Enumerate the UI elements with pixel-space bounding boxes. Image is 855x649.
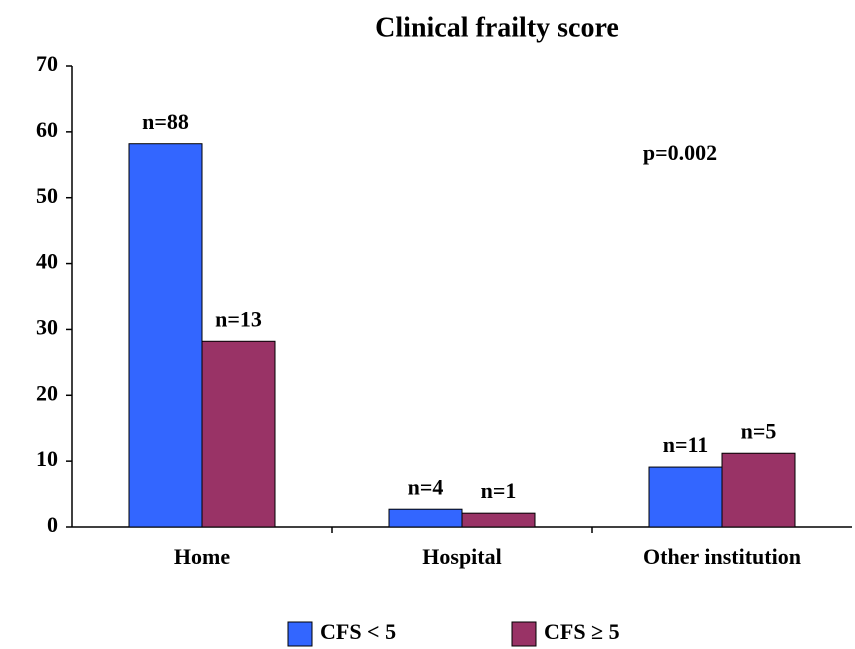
y-tick-label: 20: [36, 380, 58, 405]
bar: [721, 452, 796, 528]
bar: [388, 508, 463, 528]
n-label: n=5: [741, 418, 777, 443]
y-tick-label: 30: [36, 314, 58, 339]
bar: [128, 143, 203, 528]
n-label: n=88: [142, 109, 189, 134]
y-tick-label: 0: [47, 512, 58, 537]
x-tick-label: Hospital: [422, 544, 501, 569]
y-tick-label: 40: [36, 249, 58, 274]
chart-title: Clinical frailty score: [375, 12, 619, 43]
y-tick-label: 70: [36, 51, 58, 76]
legend-label: CFS ≥ 5: [544, 619, 620, 644]
x-tick-label: Other institution: [643, 544, 801, 569]
y-tick-label: 10: [36, 446, 58, 471]
legend-swatch: [511, 621, 537, 647]
bar: [648, 466, 723, 528]
y-tick-label: 60: [36, 117, 58, 142]
legend-label: CFS < 5: [320, 619, 396, 644]
x-tick-label: Home: [174, 544, 230, 569]
annotation: p=0.002: [643, 140, 717, 165]
legend-swatch: [287, 621, 313, 647]
n-label: n=11: [663, 432, 709, 457]
n-label: n=1: [481, 478, 517, 503]
n-label: n=4: [408, 474, 444, 499]
bar: [461, 512, 536, 528]
y-tick-label: 50: [36, 183, 58, 208]
n-label: n=13: [215, 306, 262, 331]
bar: [201, 340, 276, 528]
